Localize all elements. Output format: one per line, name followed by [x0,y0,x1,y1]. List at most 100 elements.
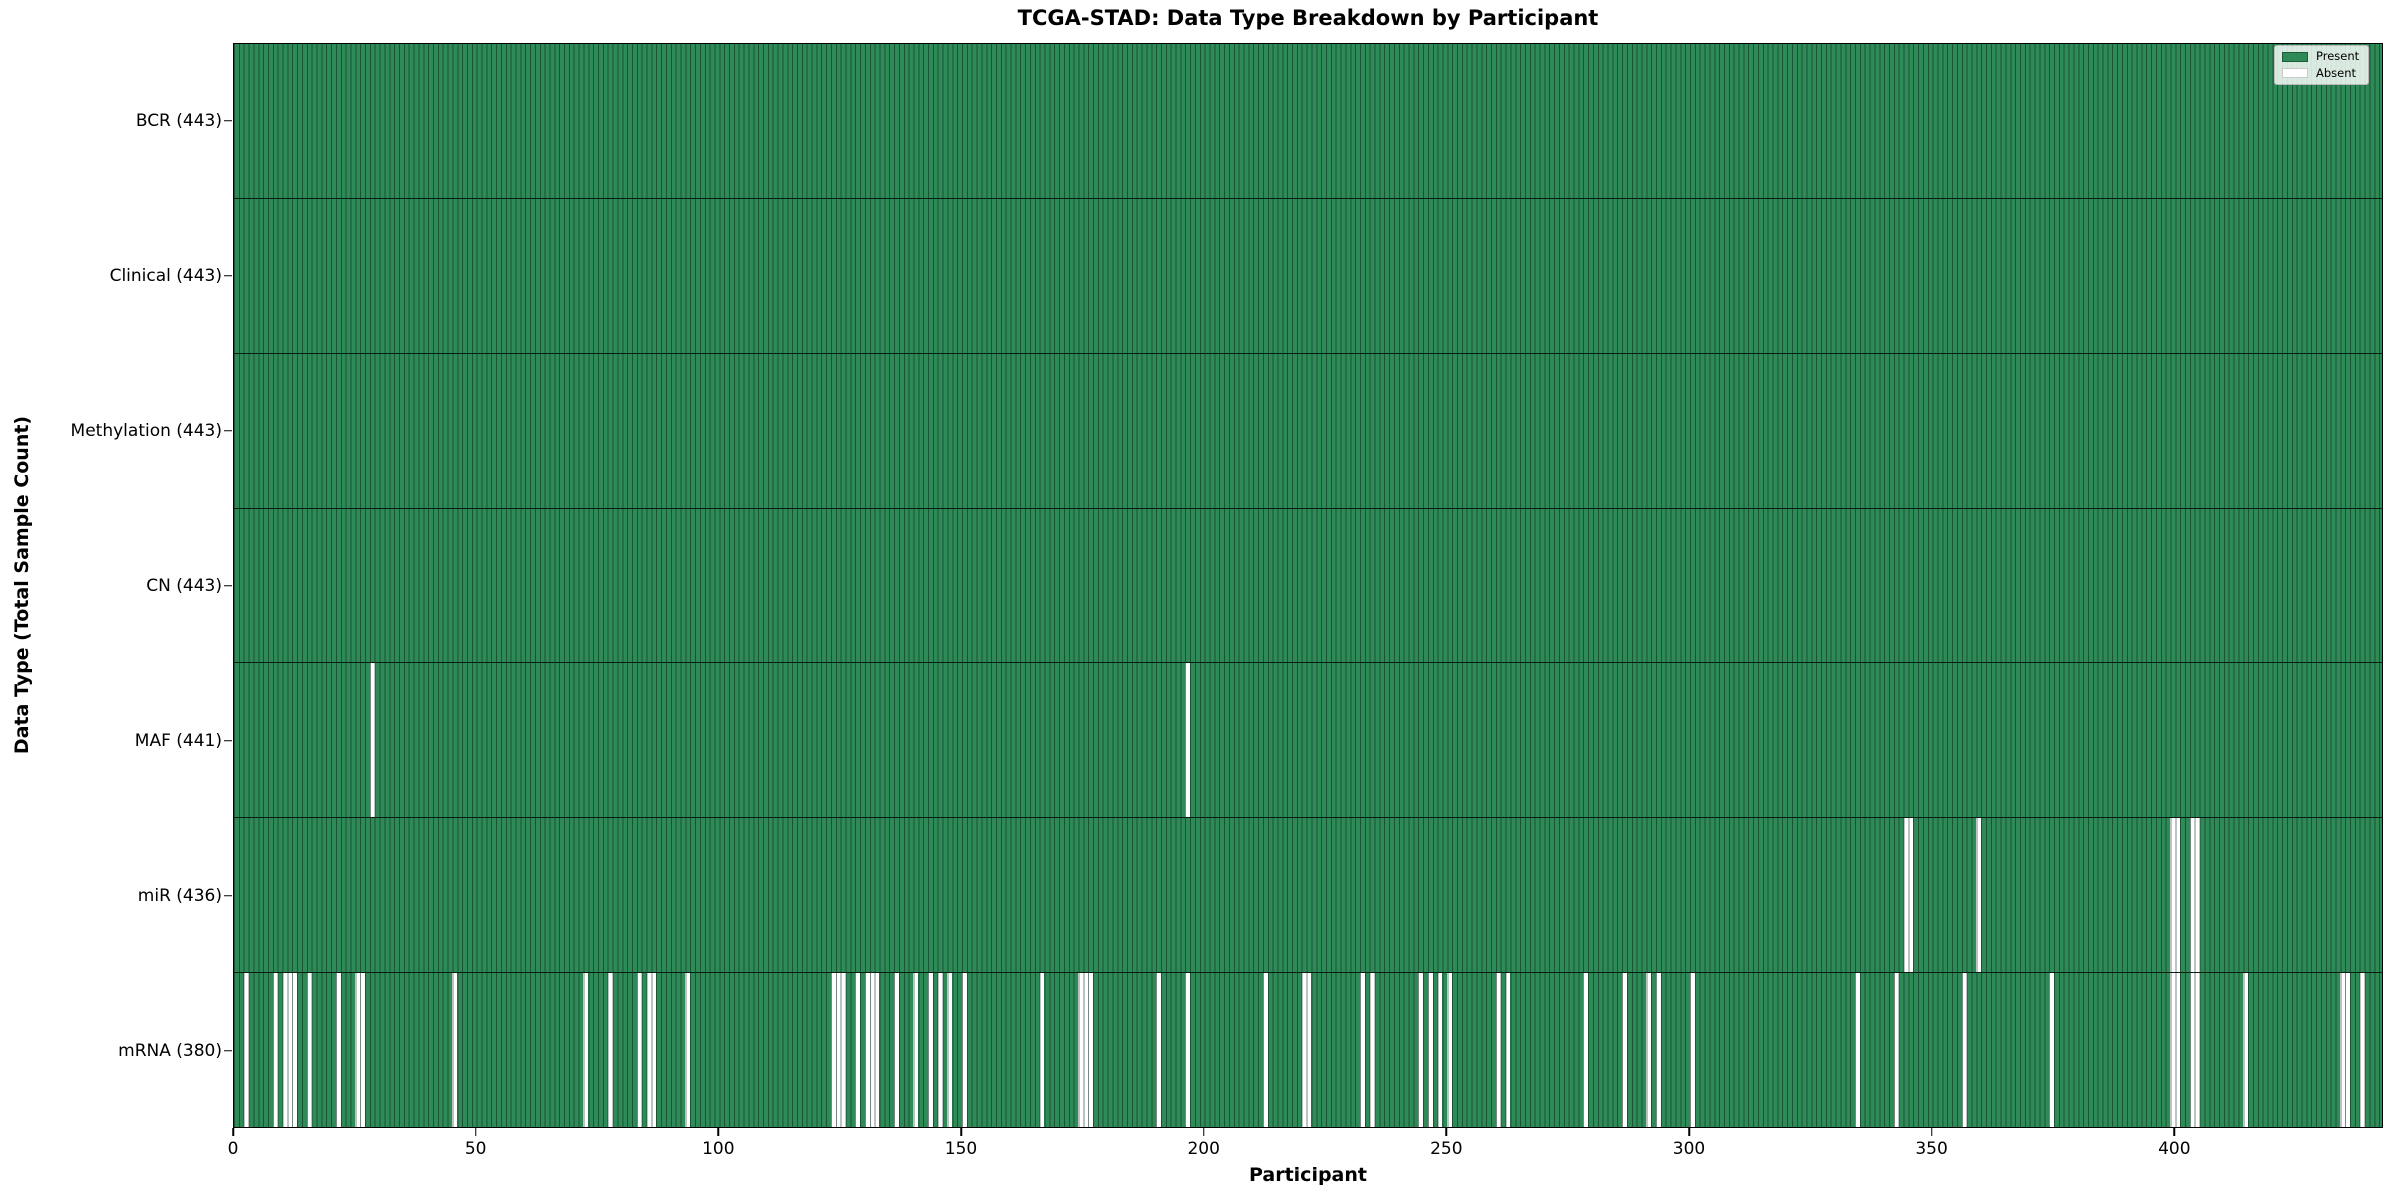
absent-cell [272,973,278,1128]
absent-cell [1893,973,1899,1128]
y-tick-mark [224,119,232,122]
x-tick-mark [1688,1128,1690,1136]
absent-cell [1039,973,1045,1128]
absent-cell [1689,973,1695,1128]
y-tick-mark [224,584,232,587]
absent-cell [874,973,880,1128]
absent-cell [1437,973,1443,1128]
x-tick-label-100: 100 [702,1139,735,1159]
x-tick-label-200: 200 [1187,1139,1220,1159]
x-tick-label-50: 50 [464,1139,487,1159]
absent-cell [1418,973,1424,1128]
plot-area [233,43,2383,1128]
absent-cell [1908,818,1914,973]
absent-cell [1262,973,1268,1128]
y-tick-label-cn: CN (443) [146,575,222,596]
absent-cell [636,973,642,1128]
absent-cell [1185,663,1191,818]
absent-cell [1646,973,1652,1128]
present-swatch-icon [2282,51,2308,62]
absent-cell [685,973,691,1128]
absent-cell [607,973,613,1128]
row-mir [234,817,2382,973]
x-tick-label-300: 300 [1672,1139,1706,1159]
absent-cell [894,973,899,1128]
y-tick-label-clinical: Clinical (443) [109,265,222,286]
absent-cell [913,973,919,1128]
absent-cell [651,973,657,1128]
row-mrna [234,972,2382,1128]
y-tick-label-bcr: BCR (443) [135,110,222,131]
y-tick-label-mir: miR (436) [137,885,222,906]
y-tick-label-methylation: Methylation (443) [70,420,222,441]
x-tick-label-250: 250 [1430,1139,1463,1159]
y-tick-mark [224,429,232,432]
y-axis-label: Data Type (Total Sample Count) [11,415,33,755]
absent-cell [2194,818,2200,973]
row-clinical [234,197,2382,353]
x-tick-mark [232,1128,234,1136]
chart-title: TCGA-STAD: Data Type Breakdown by Partic… [1017,6,1599,30]
absent-cell [1359,973,1365,1128]
x-tick-mark [1202,1128,1205,1136]
x-tick-mark [717,1128,720,1136]
absent-cell [369,663,375,818]
absent-cell [1656,973,1661,1128]
absent-cell [1505,973,1511,1128]
absent-cell [961,973,967,1128]
absent-cell [1088,973,1094,1128]
legend: Present Absent [2274,45,2370,85]
y-tick-label-maf: MAF (441) [134,730,222,751]
legend-item-absent: Absent [2282,65,2359,80]
absent-cell [306,973,312,1128]
absent-cell [937,973,943,1128]
absent-cell [2345,973,2350,1128]
absent-cell [1156,973,1161,1128]
absent-cell [1854,973,1860,1128]
absent-cell [1622,973,1627,1128]
absent-cell [2175,973,2181,1128]
absent-cell [2243,973,2249,1128]
absent-cell [855,973,861,1128]
legend-item-present: Present [2282,49,2360,63]
x-tick-mark [2173,1128,2176,1136]
absent-cell [335,973,341,1128]
x-tick-mark [960,1128,962,1136]
absent-cell [1185,973,1191,1128]
row-bcr [234,44,2382,198]
y-tick-mark [224,1049,232,1052]
x-axis-label: Participant [1248,1164,1367,1186]
legend-label-present: Present [2316,49,2360,63]
y-tick-label-mrna: mRNA (380) [118,1040,222,1061]
absent-cell [1427,973,1433,1128]
absent-cell [1447,973,1453,1128]
absent-cell [1976,818,1982,973]
absent-cell [1306,973,1312,1128]
absent-cell [583,973,589,1128]
absent-cell [2049,973,2054,1128]
absent-cell [243,973,249,1128]
x-tick-mark [474,1128,477,1136]
x-tick-mark [1445,1128,1448,1136]
y-tick-mark [224,894,232,897]
x-tick-label-0: 0 [227,1139,239,1159]
absent-cell [1369,973,1375,1128]
absent-cell [1495,973,1501,1128]
row-maf [234,662,2382,818]
y-tick-mark [224,274,232,277]
absent-cell [1583,973,1589,1128]
legend-label-absent: Absent [2316,65,2357,80]
x-tick-mark [1930,1128,1933,1136]
absent-cell [1961,973,1967,1128]
absent-cell [2175,818,2181,973]
x-tick-label-400: 400 [2158,1139,2191,1159]
absent-cell [292,973,298,1128]
x-tick-label-350: 350 [1915,1139,1948,1159]
absent-cell [928,973,933,1128]
y-tick-mark [224,739,232,742]
absent-cell [840,973,846,1128]
absent-swatch-icon [2282,68,2308,79]
row-methylation [234,352,2382,508]
absent-cell [452,973,458,1128]
